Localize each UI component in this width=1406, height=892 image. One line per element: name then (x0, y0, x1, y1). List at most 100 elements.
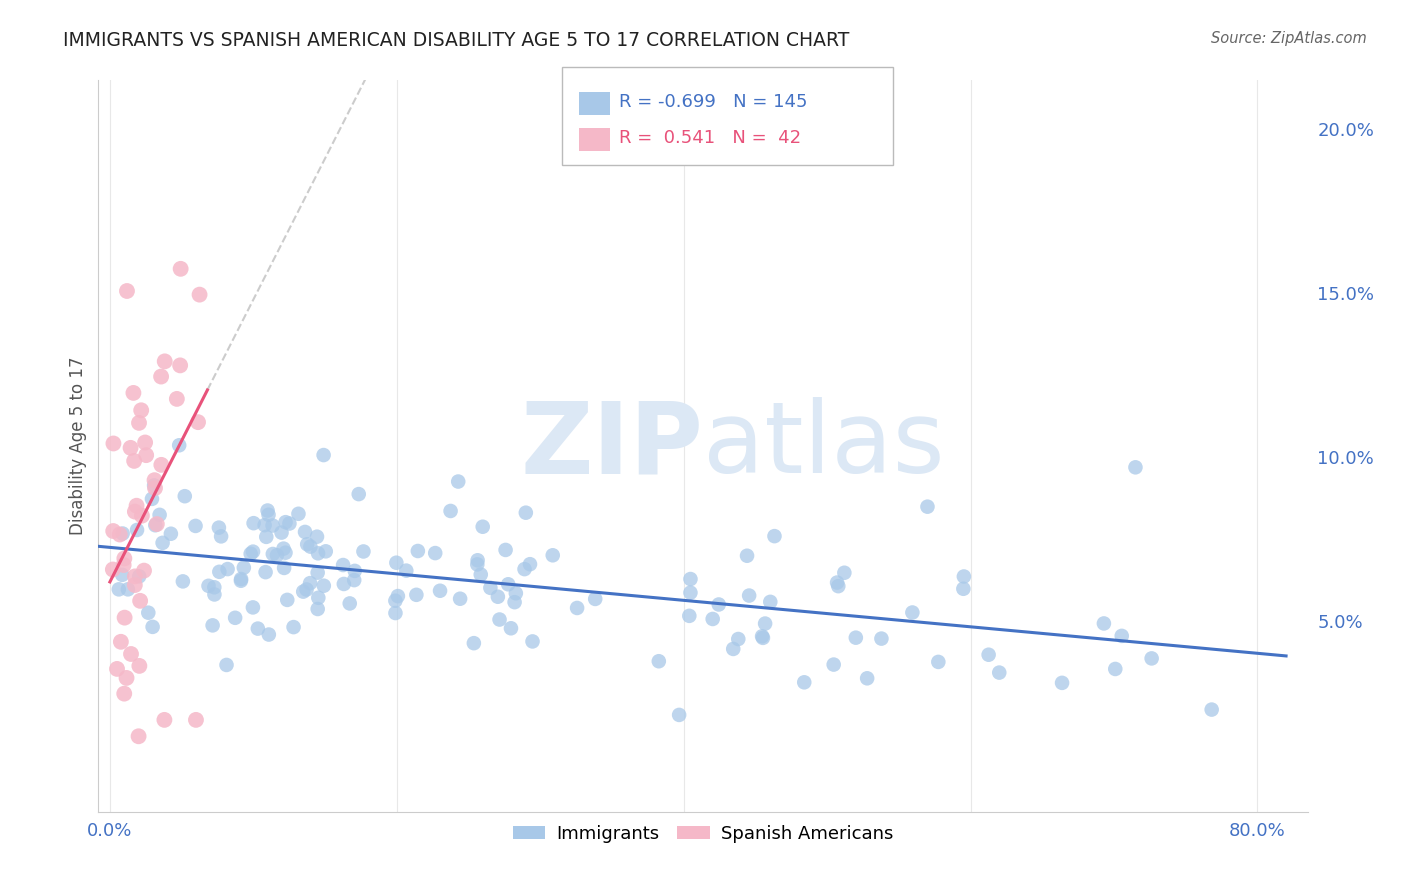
Point (117, 582, 139, 597)
Text: atlas: atlas (703, 398, 945, 494)
Point (166, 392, 188, 406)
Point (953, 569, 976, 583)
Text: R =  0.541   N =  42: R = 0.541 N = 42 (619, 129, 801, 147)
Point (467, 553, 489, 567)
Point (678, 608, 700, 623)
Point (105, 662, 128, 676)
Point (395, 564, 418, 578)
Point (146, 517, 169, 532)
Point (141, 491, 163, 506)
Point (339, 596, 361, 610)
Point (583, 591, 606, 606)
Point (845, 631, 868, 645)
Point (1140, 651, 1163, 665)
Point (136, 606, 159, 620)
Point (132, 564, 155, 578)
Point (751, 629, 773, 643)
Point (343, 573, 366, 587)
Point (262, 518, 284, 533)
Point (274, 546, 297, 560)
Point (754, 616, 776, 631)
Point (307, 566, 329, 580)
Point (242, 516, 264, 531)
Point (721, 641, 744, 656)
Point (153, 713, 176, 727)
Point (246, 622, 269, 636)
Point (169, 261, 191, 276)
Point (115, 284, 138, 298)
Point (128, 569, 150, 583)
Point (679, 572, 702, 586)
Point (150, 369, 173, 384)
Point (503, 595, 526, 609)
Point (150, 458, 173, 472)
Point (827, 579, 849, 593)
Point (1125, 460, 1147, 475)
Point (901, 606, 924, 620)
Point (823, 657, 845, 672)
Point (295, 582, 318, 597)
Text: ZIP: ZIP (520, 398, 703, 494)
Point (333, 577, 356, 591)
Point (115, 671, 138, 685)
Point (793, 675, 815, 690)
Point (143, 481, 166, 495)
Point (387, 589, 409, 603)
Point (988, 665, 1011, 680)
Point (1104, 662, 1126, 676)
Point (679, 585, 702, 599)
Point (129, 403, 152, 417)
Point (229, 572, 252, 586)
Point (188, 287, 211, 301)
Point (257, 627, 280, 641)
Point (463, 636, 485, 650)
Point (184, 519, 207, 533)
Point (429, 583, 451, 598)
Point (112, 687, 135, 701)
Point (1201, 703, 1223, 717)
Point (149, 508, 172, 522)
Point (242, 544, 264, 558)
Point (208, 565, 231, 579)
Point (208, 521, 231, 535)
Point (101, 562, 124, 576)
Point (307, 602, 329, 616)
Point (266, 548, 288, 562)
Point (283, 620, 305, 634)
Point (495, 543, 517, 558)
Point (253, 518, 276, 533)
Point (111, 567, 134, 582)
Point (405, 588, 427, 602)
Point (565, 601, 588, 615)
Point (295, 537, 318, 551)
Point (347, 487, 370, 501)
Point (668, 707, 690, 722)
Point (184, 713, 207, 727)
Point (108, 582, 131, 597)
Point (256, 503, 278, 517)
Point (202, 580, 225, 594)
Point (343, 564, 366, 578)
Point (187, 415, 209, 429)
Point (274, 515, 297, 529)
Point (254, 565, 277, 579)
Point (129, 594, 152, 608)
Point (122, 454, 145, 468)
Point (439, 504, 461, 518)
Point (172, 574, 194, 589)
Point (384, 606, 406, 620)
Point (738, 589, 761, 603)
Point (307, 546, 329, 560)
Point (232, 560, 254, 574)
Point (927, 655, 949, 669)
Point (305, 530, 328, 544)
Point (173, 489, 195, 503)
Text: IMMIGRANTS VS SPANISH AMERICAN DISABILITY AGE 5 TO 17 CORRELATION CHART: IMMIGRANTS VS SPANISH AMERICAN DISABILIT… (63, 31, 849, 50)
Text: R = -0.699   N = 145: R = -0.699 N = 145 (619, 93, 807, 111)
Point (1050, 676, 1073, 690)
Point (142, 620, 165, 634)
Point (124, 569, 146, 583)
Point (307, 591, 329, 605)
Point (447, 475, 470, 489)
Point (315, 544, 337, 558)
